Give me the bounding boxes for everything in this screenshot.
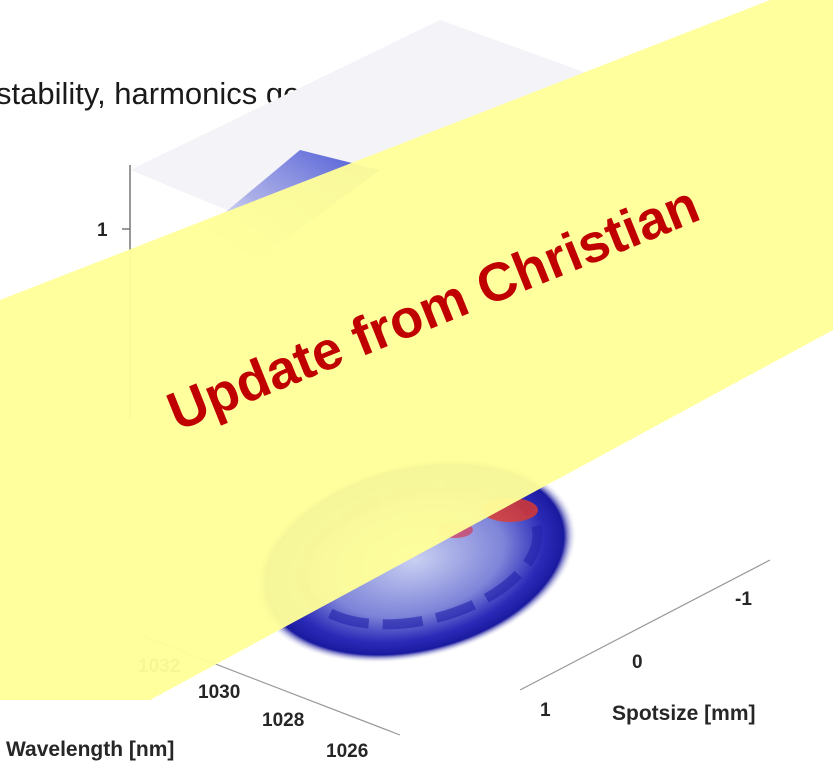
z-tick-label: 1 xyxy=(97,220,108,241)
y-axis-label: Spotsize [mm] xyxy=(612,702,756,725)
wavelength-tick-label: 1026 xyxy=(326,741,368,762)
spotsize-tick-label: 1 xyxy=(540,700,551,721)
spotsize-tick-label: 0 xyxy=(632,652,643,673)
wavelength-tick-label: 1030 xyxy=(198,682,240,703)
spotsize-tick-label: -1 xyxy=(735,589,752,610)
x-axis-label: Wavelength [nm] xyxy=(6,738,174,761)
wavelength-tick-label: 1028 xyxy=(262,710,304,731)
slide: stability, harmonics generation… 1 1032 … xyxy=(0,0,833,769)
